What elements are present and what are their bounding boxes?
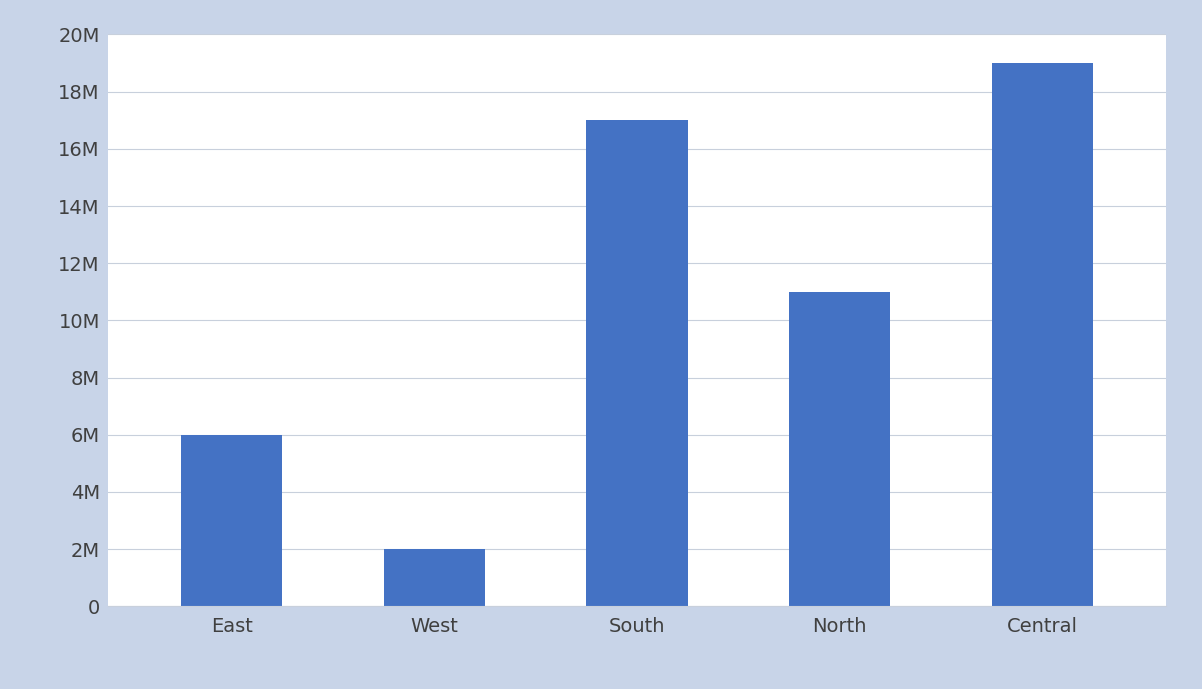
Bar [182,435,282,606]
Bar [587,120,688,606]
Bar [992,63,1093,606]
Bar [383,549,486,606]
Bar [789,292,891,606]
